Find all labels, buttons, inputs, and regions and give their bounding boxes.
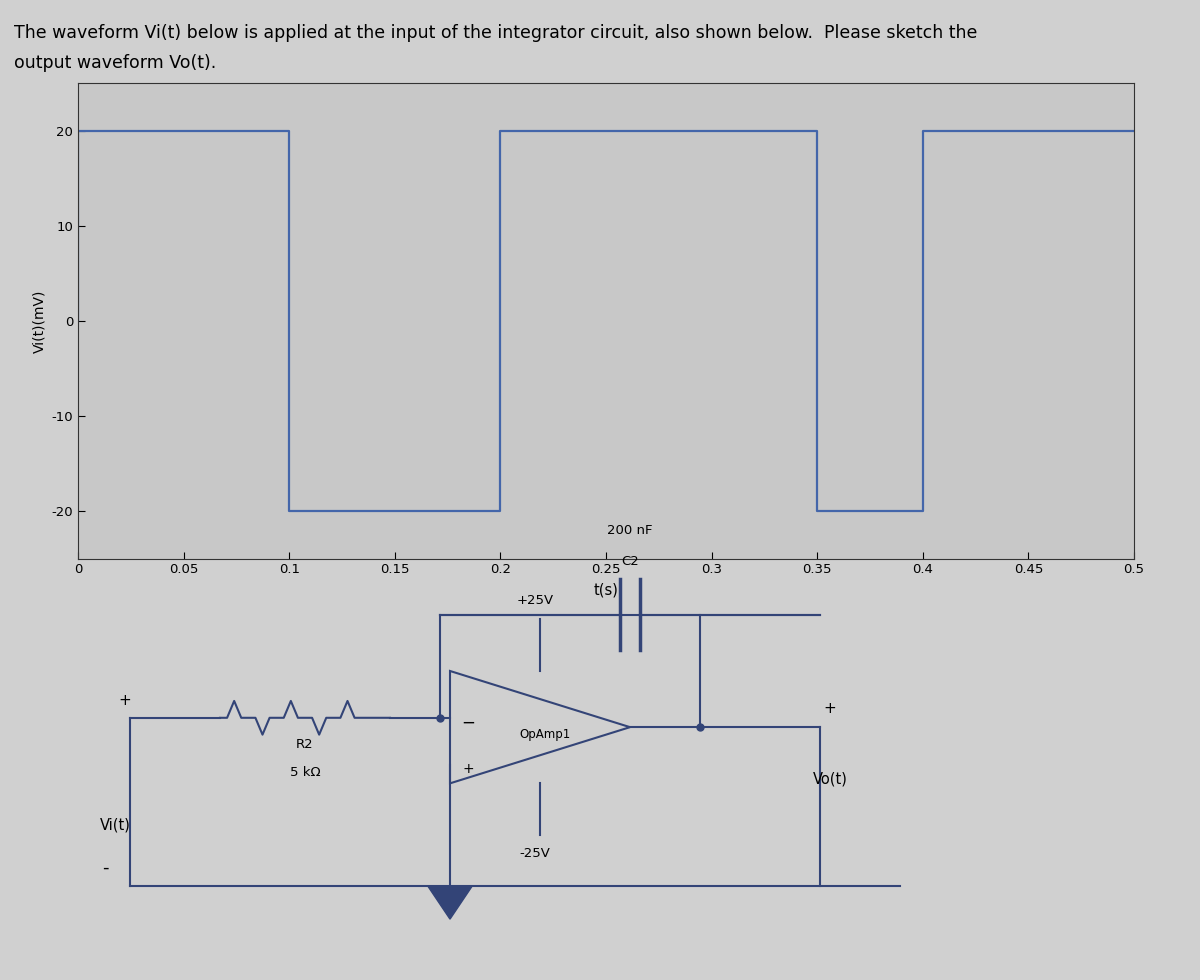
Text: +: + [119,694,131,709]
Text: output waveform Vo(t).: output waveform Vo(t). [14,54,217,72]
Text: Vi(t): Vi(t) [100,818,131,833]
Text: +: + [462,762,474,776]
Text: 5 kΩ: 5 kΩ [289,766,320,779]
Text: +25V: +25V [516,594,553,608]
Text: -: - [102,858,108,877]
Text: -25V: -25V [520,847,551,860]
Text: R2: R2 [296,738,314,752]
Text: The waveform Vi(t) below is applied at the input of the integrator circuit, also: The waveform Vi(t) below is applied at t… [14,24,978,42]
Text: 200 nF: 200 nF [607,524,653,537]
Text: C2: C2 [622,555,638,568]
Text: +: + [823,701,836,716]
Text: Vo(t): Vo(t) [812,771,847,786]
Polygon shape [428,886,472,919]
Text: −: − [461,713,475,731]
Text: OpAmp1: OpAmp1 [520,728,571,741]
Y-axis label: Vi(t)(mV): Vi(t)(mV) [32,289,46,353]
X-axis label: t(s): t(s) [594,582,618,597]
